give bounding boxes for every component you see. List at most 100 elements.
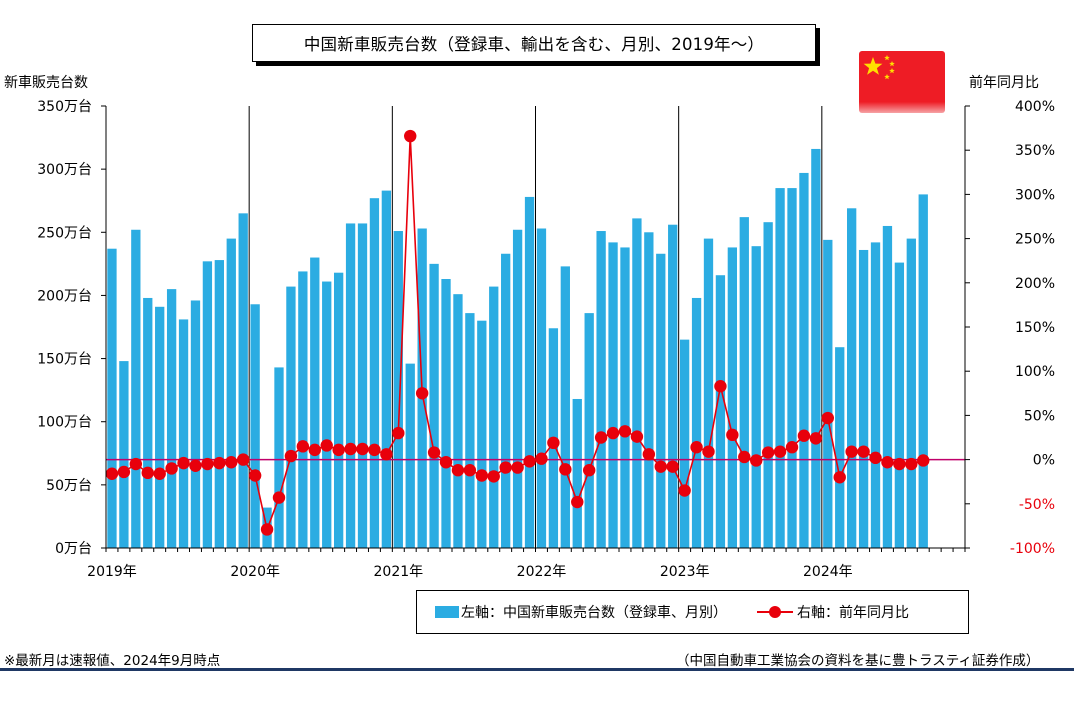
bar [250, 304, 260, 548]
bar [763, 222, 773, 548]
axes: 0万台 50万台 100万台 150万台 200万台 250万台 300万台 350万台 -10… [37, 99, 1055, 580]
legend-item-bar: 左軸：中国新車販売台数（登録車、月別） [435, 602, 727, 622]
bar [333, 272, 344, 548]
bar [787, 188, 797, 549]
bar [107, 248, 117, 548]
x-tick-label: 2023年 [660, 564, 710, 580]
line-point [368, 443, 381, 457]
bar [811, 148, 821, 549]
bar [298, 271, 308, 548]
line-point [380, 448, 393, 461]
line-point [511, 461, 524, 474]
bar [357, 223, 368, 548]
line-point [487, 470, 500, 483]
line-point [356, 442, 369, 456]
source-note: （中国自動車工業協会の資料を基に豊トラスティ証券作成） [676, 653, 1040, 669]
bar [131, 229, 141, 548]
line-point [881, 456, 894, 469]
bar [727, 247, 738, 548]
bar [322, 281, 332, 548]
legend-item-line: 右軸：前年同月比 [755, 602, 909, 622]
bar [739, 217, 749, 549]
bar [441, 279, 451, 548]
bar-series [107, 148, 928, 549]
x-tick-label: 2019年 [87, 564, 137, 580]
bar [679, 339, 690, 548]
bar [393, 231, 403, 548]
line-point [571, 495, 584, 509]
bar [596, 231, 606, 548]
right-tick-label: 150% [1015, 320, 1055, 336]
left-tick-label: 250万台 [37, 225, 92, 241]
right-tick-label: 400% [1015, 99, 1055, 115]
left-axis-title: 新車販売台数 [4, 75, 88, 91]
bar [632, 218, 642, 548]
line-point [821, 411, 834, 425]
right-tick-label: 250% [1015, 232, 1055, 248]
line-point [129, 457, 143, 471]
bar [119, 361, 129, 548]
bar [835, 347, 845, 548]
bar [620, 247, 630, 548]
line-point [308, 443, 321, 457]
left-tick-label: 100万台 [37, 415, 92, 431]
right-tick-label: 100% [1015, 364, 1055, 380]
right-tick-label: -50% [1019, 497, 1055, 513]
line-point [177, 456, 190, 470]
bar [847, 208, 857, 548]
china-flag-icon [859, 51, 945, 113]
line-point [690, 441, 703, 454]
line-point [917, 454, 930, 467]
line-point [893, 457, 906, 471]
line-point [404, 129, 417, 143]
bar [310, 257, 320, 548]
legend-bar-label: 左軸：中国新車販売台数（登録車、月別） [461, 605, 727, 621]
bar [870, 242, 881, 549]
line-point [869, 451, 882, 465]
x-tick-label: 2021年 [374, 564, 424, 580]
line-point [726, 428, 739, 442]
right-tick-label: 200% [1015, 276, 1055, 292]
bottom-divider [0, 668, 1074, 671]
line-point [642, 448, 656, 461]
line-point [857, 445, 870, 458]
line-point [594, 431, 608, 444]
bar [345, 223, 356, 548]
bar [274, 367, 284, 548]
bar [524, 196, 535, 548]
x-tick-label: 2020年 [230, 564, 280, 580]
bar [894, 262, 905, 548]
line-point [189, 459, 202, 472]
bar [775, 188, 785, 549]
bar [226, 238, 236, 548]
bar [465, 313, 475, 548]
bar [858, 249, 869, 549]
left-tick-label: 200万台 [37, 288, 92, 304]
line-point [785, 441, 799, 454]
bar [512, 229, 523, 548]
bar [369, 198, 380, 548]
line-point [117, 465, 131, 479]
line-point [606, 426, 620, 440]
line-point [284, 449, 298, 463]
legend-line-label: 右軸：前年同月比 [797, 605, 909, 621]
right-tick-label: 350% [1015, 143, 1055, 159]
bar [799, 172, 809, 548]
line-point [451, 464, 465, 477]
bar [691, 297, 702, 548]
line-point [463, 464, 477, 477]
line-point [153, 467, 166, 480]
bar [405, 363, 415, 548]
line-point [213, 456, 226, 470]
left-tick-label: 0万台 [55, 541, 92, 557]
line-point [392, 426, 405, 440]
line-point [415, 387, 429, 400]
line-point [439, 456, 453, 469]
legend-line-swatch [757, 606, 793, 618]
line-point [523, 455, 536, 468]
right-tick-label: 50% [1024, 408, 1055, 424]
right-tick-label: 300% [1015, 187, 1055, 203]
line-point [582, 464, 596, 477]
bar [143, 297, 153, 548]
